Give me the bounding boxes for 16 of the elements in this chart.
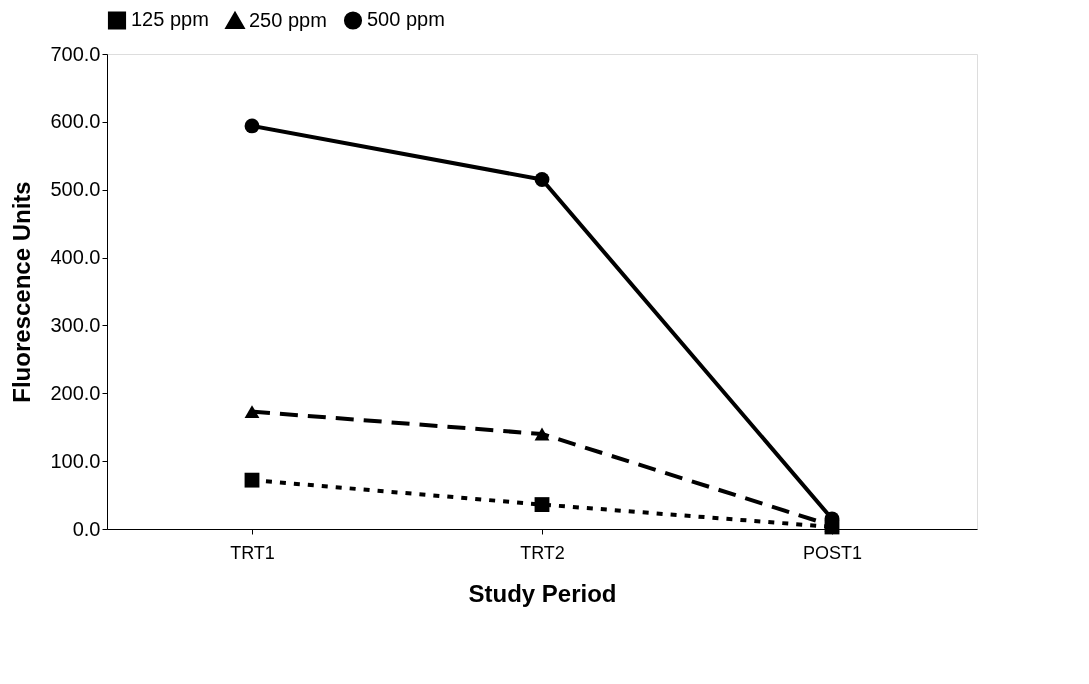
x-tick-label: TRT1 bbox=[230, 542, 275, 563]
y-tick-label: 300.0 bbox=[50, 313, 101, 336]
legend-label: 500 ppm bbox=[367, 8, 445, 31]
x-tick-label: POST1 bbox=[802, 542, 863, 563]
y-tick-label: 700.0 bbox=[50, 42, 101, 65]
y-tick-label: 600.0 bbox=[50, 110, 101, 133]
y-tick-label: 400.0 bbox=[50, 246, 101, 269]
x-tick-label: TRT2 bbox=[520, 542, 565, 563]
y-tick-label: 0.0 bbox=[72, 517, 101, 540]
y-axis-title: Fluorescence Units bbox=[8, 181, 36, 403]
y-tick-label: 500.0 bbox=[50, 178, 101, 201]
x-axis-title: Study Period bbox=[468, 579, 617, 607]
y-tick-label: 100.0 bbox=[50, 449, 101, 472]
legend-label: 250 ppm bbox=[249, 8, 327, 31]
y-tick-label: 200.0 bbox=[50, 381, 101, 404]
legend-label: 125 ppm bbox=[131, 8, 209, 31]
